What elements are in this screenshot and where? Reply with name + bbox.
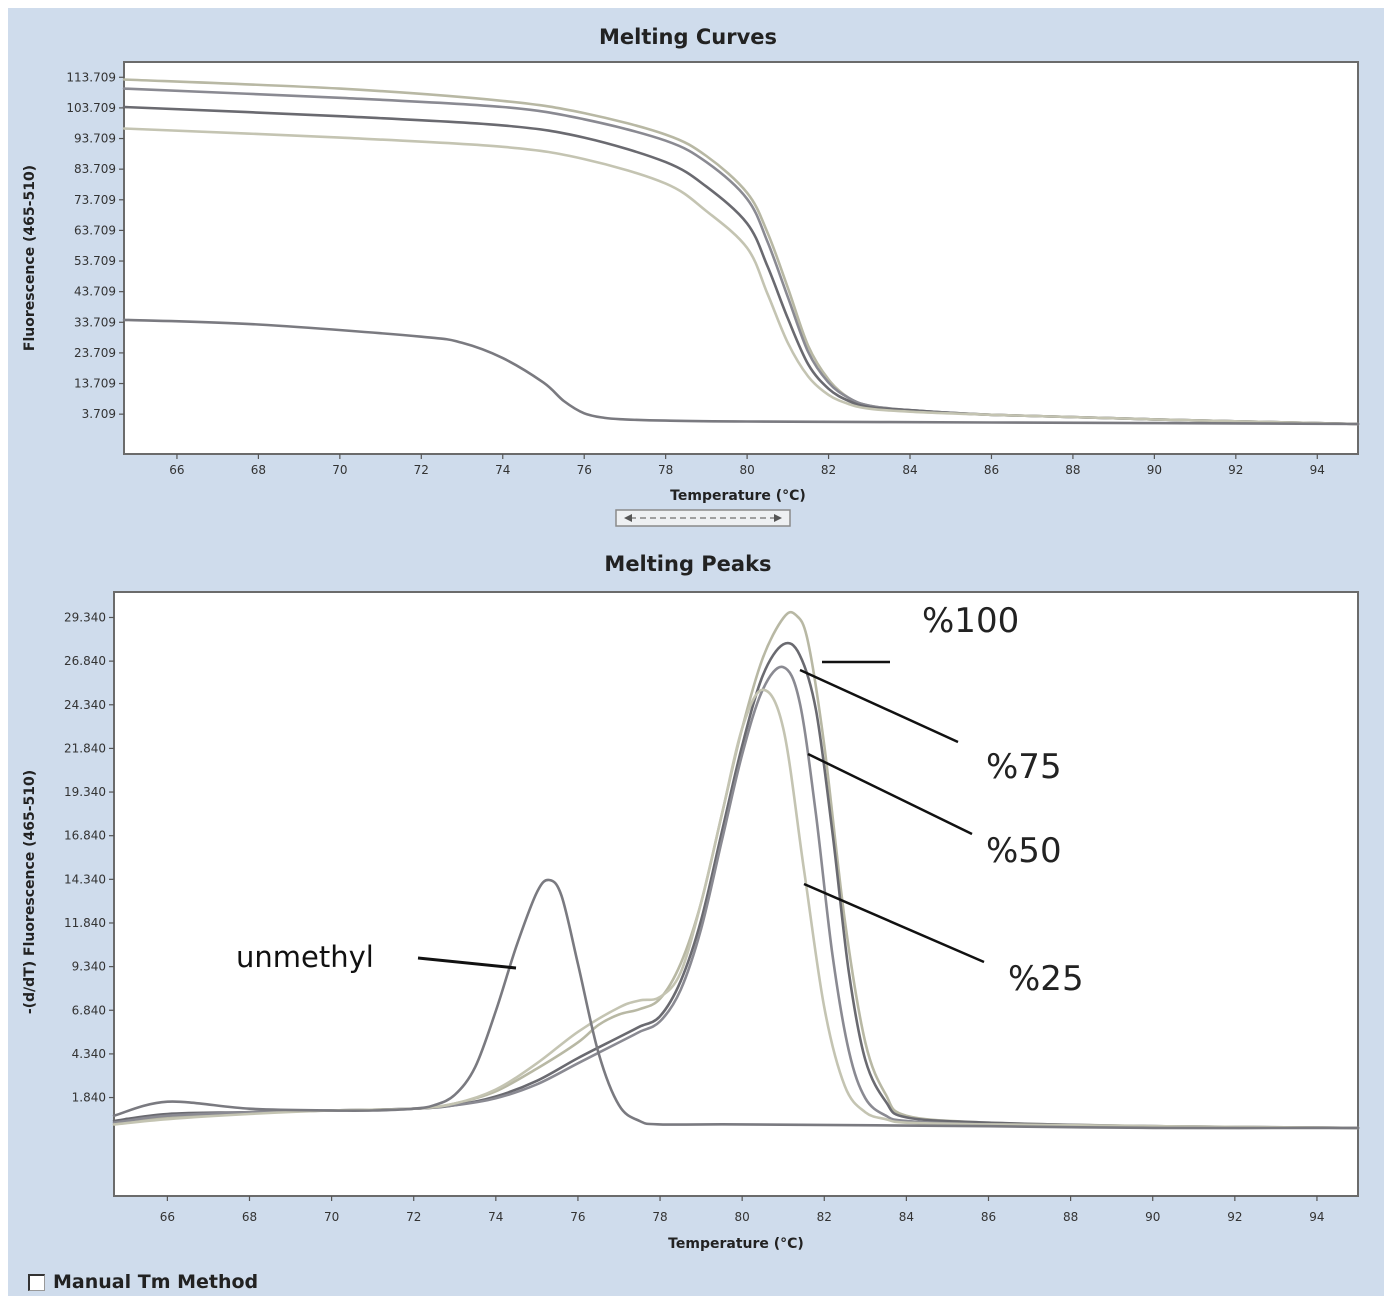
- series-line-5: [122, 318, 1360, 426]
- scroll-right-arrow-icon[interactable]: [774, 514, 782, 522]
- x-tick-label: 74: [488, 1210, 503, 1224]
- x-tick-label: 74: [495, 463, 510, 477]
- annotations: unmethyl %100 %75 %50 %25: [236, 601, 1084, 999]
- annotation-25: %25: [1008, 959, 1084, 999]
- manual-tm-method-label: Manual Tm Method: [53, 1271, 259, 1293]
- y-tick-label: 4.340: [72, 1047, 106, 1061]
- y-tick-label: 19.340: [64, 785, 106, 799]
- annotation-100: %100: [922, 601, 1019, 641]
- annotation-unmethyl: unmethyl: [236, 940, 374, 974]
- y-tick-label: 21.840: [64, 741, 106, 755]
- melting-curves-plot-area: [123, 61, 1359, 455]
- x-tick-label: 66: [160, 1210, 175, 1224]
- y-tick-label: 3.709: [82, 407, 116, 421]
- melting-curves-ylabel: Fluorescence (465-510): [22, 165, 38, 351]
- y-tick-label: 23.709: [74, 346, 116, 360]
- x-tick-label: 82: [817, 1210, 832, 1224]
- x-tick-label: 80: [739, 463, 754, 477]
- melting-curves-title: Melting Curves: [599, 25, 777, 49]
- y-tick-label: 103.709: [66, 101, 116, 115]
- scroll-left-arrow-icon[interactable]: [624, 514, 632, 522]
- x-tick-label: 70: [332, 463, 347, 477]
- x-tick-label: 92: [1227, 1210, 1242, 1224]
- x-tick-label: 80: [735, 1210, 750, 1224]
- y-tick-label: 24.340: [64, 698, 106, 712]
- melting-peaks-plot-area: [113, 591, 1359, 1197]
- annotation-50: %50: [986, 831, 1062, 871]
- y-tick-label: 13.709: [74, 377, 116, 391]
- y-tick-label: 1.840: [72, 1091, 106, 1105]
- x-tick-label: 72: [406, 1210, 421, 1224]
- manual-tm-method-checkbox[interactable]: Manual Tm Method: [28, 1270, 258, 1294]
- y-tick-label: 11.840: [64, 916, 106, 930]
- x-tick-label: 84: [902, 463, 917, 477]
- annotation-75-leader: [799, 668, 959, 744]
- melting-peaks-xlabel: Temperature (°C): [668, 1236, 804, 1252]
- y-tick-label: 9.340: [72, 960, 106, 974]
- melting-curves-chart: Melting Curves 3.709 13.709 23.709 33.709 43…: [22, 25, 1360, 527]
- y-tick-label: 93.709: [74, 132, 116, 146]
- y-tick-label: 113.709: [66, 70, 116, 84]
- checkbox-box[interactable]: [28, 1273, 45, 1291]
- x-tick-label: 82: [821, 463, 836, 477]
- x-tick-label: 88: [1065, 463, 1080, 477]
- x-tick-label: 94: [1309, 1210, 1324, 1224]
- melting-peaks-chart: Melting Peaks 1.840 4.340 6.840 9.340 11.840…: [22, 552, 1360, 1252]
- x-tick-label: 70: [324, 1210, 339, 1224]
- y-tick-label: 83.709: [74, 162, 116, 176]
- series-line-4: [122, 127, 1360, 426]
- melting-peaks-title: Melting Peaks: [604, 552, 771, 576]
- melting-peaks-ylabel: -(d/dT) Fluorescence (465-510): [22, 770, 38, 1014]
- x-tick-label: 94: [1310, 463, 1325, 477]
- y-tick-label: 33.709: [74, 315, 116, 329]
- y-tick-label: 6.840: [72, 1003, 106, 1017]
- y-tick-label: 73.709: [74, 193, 116, 207]
- y-tick-label: 53.709: [74, 254, 116, 268]
- series-line-5: [112, 878, 1360, 1130]
- annotation-unmethyl-leader: [417, 956, 517, 970]
- x-tick-label: 68: [242, 1210, 257, 1224]
- y-tick-label: 14.340: [64, 872, 106, 886]
- x-tick-label: 72: [414, 463, 429, 477]
- y-tick-label: 63.709: [74, 223, 116, 237]
- x-tick-label: 90: [1145, 1210, 1160, 1224]
- y-tick-label: 26.840: [64, 654, 106, 668]
- x-tick-label: 92: [1228, 463, 1243, 477]
- y-tick-label: 43.709: [74, 285, 116, 299]
- x-tick-label: 86: [981, 1210, 996, 1224]
- x-tick-label: 76: [577, 463, 592, 477]
- x-tick-label: 78: [658, 463, 673, 477]
- x-tick-label: 76: [570, 1210, 585, 1224]
- melting-curves-xlabel: Temperature (°C): [670, 488, 806, 504]
- annotation-75: %75: [986, 747, 1062, 787]
- annotation-25-leader: [803, 882, 985, 964]
- x-tick-label: 66: [169, 463, 184, 477]
- x-tick-label: 68: [251, 463, 266, 477]
- y-tick-label: 29.340: [64, 610, 106, 624]
- x-tick-label: 90: [1147, 463, 1162, 477]
- x-tick-label: 78: [652, 1210, 667, 1224]
- annotation-50-leader: [807, 752, 973, 836]
- x-tick-label: 84: [899, 1210, 914, 1224]
- x-tick-label: 86: [984, 463, 999, 477]
- y-tick-label: 16.840: [64, 829, 106, 843]
- horizontal-scrollbar[interactable]: [615, 509, 791, 527]
- x-tick-label: 88: [1063, 1210, 1078, 1224]
